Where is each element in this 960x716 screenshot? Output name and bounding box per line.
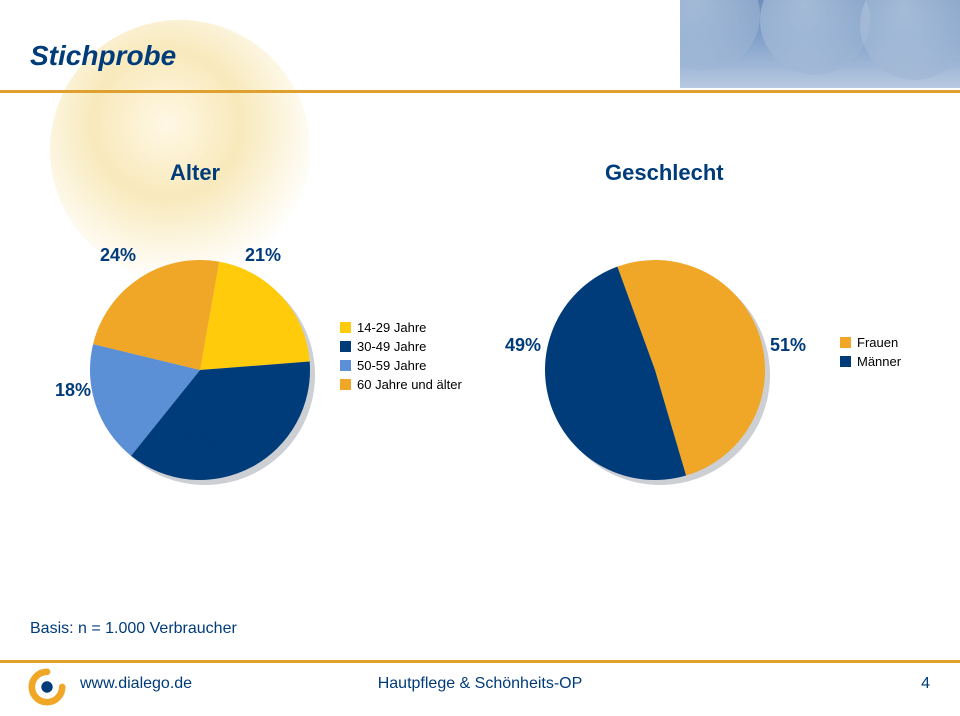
legend-item: 30-49 Jahre xyxy=(340,339,462,354)
legend-item: 14-29 Jahre xyxy=(340,320,462,335)
basis-text: Basis: n = 1.000 Verbraucher xyxy=(30,620,237,638)
title-underline xyxy=(0,90,960,93)
legend-label: Männer xyxy=(857,354,901,369)
geschlecht-legend: Frauen Männer xyxy=(840,335,901,373)
legend-label: 30-49 Jahre xyxy=(357,339,426,354)
footer-center-text: Hautpflege & Schönheits-OP xyxy=(0,675,960,693)
header-graphic xyxy=(680,0,960,88)
alter-legend: 14-29 Jahre 30-49 Jahre 50-59 Jahre 60 Jahr… xyxy=(340,320,462,396)
page-title: Stichprobe xyxy=(30,40,176,72)
legend-item: Frauen xyxy=(840,335,901,350)
alter-pie-chart xyxy=(90,260,315,485)
legend-label: 60 Jahre und älter xyxy=(357,377,462,392)
legend-swatch xyxy=(340,341,351,352)
slice-pct-label: 51% xyxy=(770,335,806,356)
legend-label: 50-59 Jahre xyxy=(357,358,426,373)
legend-item: Männer xyxy=(840,354,901,369)
geschlecht-chart-title: Geschlecht xyxy=(605,160,724,186)
legend-swatch xyxy=(840,356,851,367)
legend-label: Frauen xyxy=(857,335,898,350)
slice-pct-label: 24% xyxy=(100,245,136,266)
alter-chart-title: Alter xyxy=(170,160,220,186)
legend-swatch xyxy=(840,337,851,348)
slice-pct-label: 37% xyxy=(180,430,216,451)
slice-pct-label: 21% xyxy=(245,245,281,266)
legend-item: 60 Jahre und älter xyxy=(340,377,462,392)
slice-pct-label: 18% xyxy=(55,380,91,401)
legend-item: 50-59 Jahre xyxy=(340,358,462,373)
legend-swatch xyxy=(340,322,351,333)
geschlecht-pie-chart xyxy=(545,260,770,485)
pie-slice xyxy=(200,262,310,370)
slice-pct-label: 49% xyxy=(505,335,541,356)
footer-bar xyxy=(0,660,960,663)
footer-page-number: 4 xyxy=(921,675,930,693)
legend-label: 14-29 Jahre xyxy=(357,320,426,335)
legend-swatch xyxy=(340,379,351,390)
legend-swatch xyxy=(340,360,351,371)
